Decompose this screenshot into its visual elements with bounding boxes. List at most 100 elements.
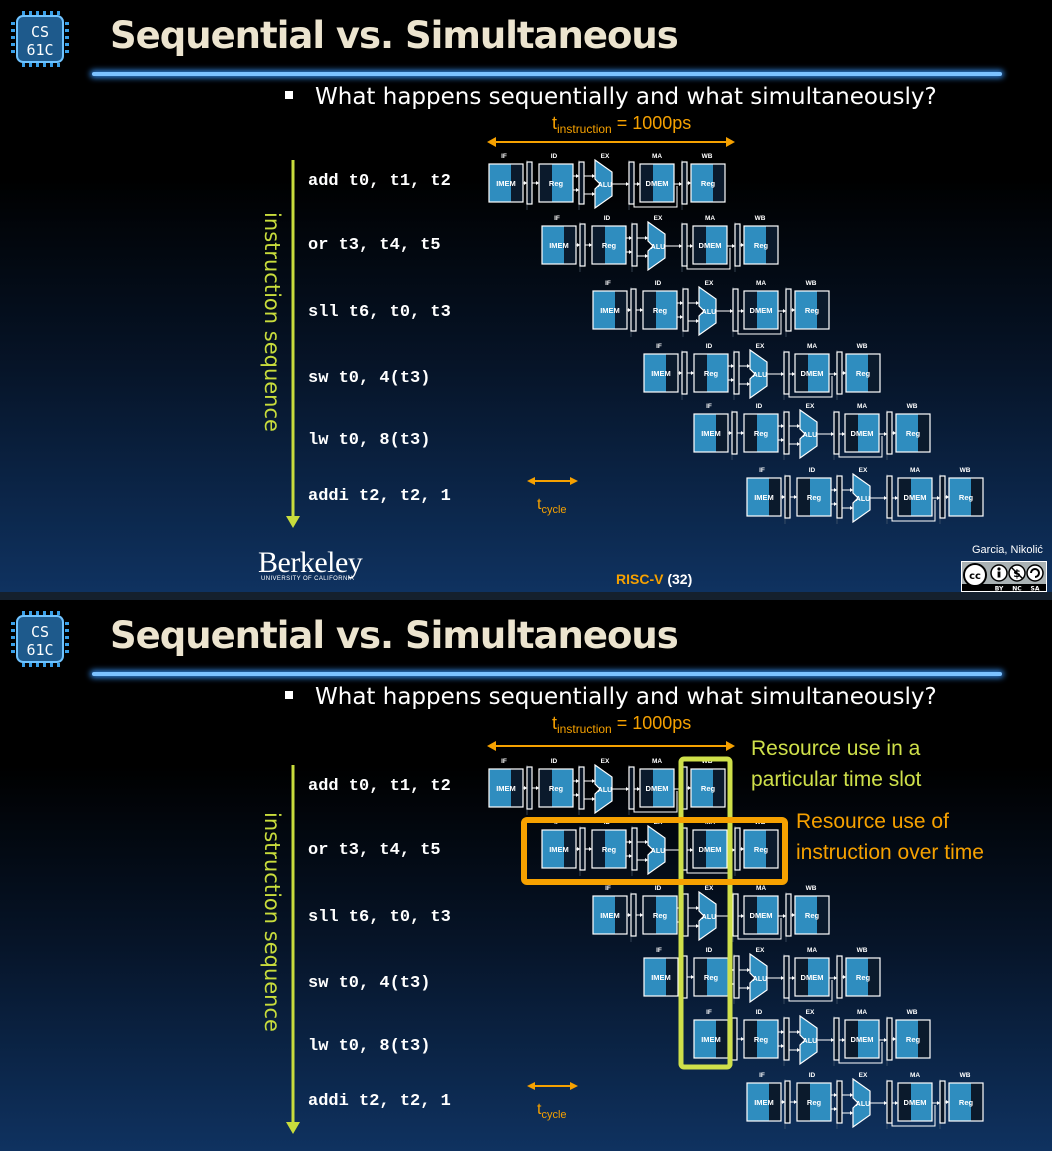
callout-line: Resource use in a — [751, 737, 921, 760]
bullet-text: What happens sequentially and what simul… — [315, 684, 937, 710]
time-slot-callout: Resource use in a particular time slot — [751, 733, 921, 795]
stage-label-ma: MA — [857, 1009, 867, 1016]
alu-label: ALU — [803, 432, 817, 439]
pipeline-row: IF ID EX MA WB IMEM Reg ALU DMEM Reg — [488, 153, 726, 210]
imem-unit-label: IMEM — [600, 911, 620, 920]
instruction-1: add t0, t1, t2 — [308, 172, 451, 191]
callout-line: instruction over time — [796, 841, 984, 864]
t-instruction-label: tinstruction = 1000ps — [552, 113, 691, 136]
pipeline-register — [886, 1017, 893, 1061]
alu-label: ALU — [702, 914, 716, 921]
pipeline-stages: IF ID EX MA WB IMEM Reg ALU DMEM Reg IF ID EX MA WB IME… — [488, 758, 984, 1129]
imem-unit-label: IMEM — [549, 241, 569, 250]
pipeline-register — [785, 288, 792, 332]
stage-label-if: IF — [706, 1009, 712, 1016]
bullet-item: What happens sequentially and what simul… — [285, 84, 937, 110]
reg-write-unit-label: Reg — [754, 241, 769, 250]
pipeline-register — [578, 766, 585, 810]
stage-label-if: IF — [501, 153, 507, 160]
stage-label-if: IF — [554, 215, 560, 222]
stage-label-if: IF — [605, 885, 611, 892]
pipeline-register — [682, 893, 689, 937]
reg-read-unit-label: Reg — [754, 1035, 769, 1044]
stage-label-id: ID — [551, 758, 558, 765]
alu-unit — [852, 472, 871, 524]
imem-unit-label: IMEM — [754, 1098, 774, 1107]
stage-label-if: IF — [605, 280, 611, 287]
reg-write-unit-label: Reg — [805, 911, 820, 920]
alu-unit — [698, 890, 717, 942]
stage-label-if: IF — [759, 1072, 765, 1079]
stage-label-ma: MA — [756, 885, 766, 892]
alu-label: ALU — [856, 496, 870, 503]
pipeline-register — [630, 288, 637, 332]
pipeline-row: IF ID EX MA WB IMEM Reg ALU DMEM Reg — [746, 1072, 984, 1129]
bullet-text: What happens sequentially and what simul… — [315, 84, 937, 110]
title-rule — [92, 72, 1002, 76]
pipeline-register — [784, 475, 791, 519]
dmem-unit-label: DMEM — [750, 911, 773, 920]
pipeline-register — [733, 955, 740, 999]
t-instruction-sub: instruction — [557, 722, 612, 736]
stage-label-wb: WB — [806, 280, 817, 287]
dmem-unit-label: DMEM — [801, 369, 824, 378]
t-cycle-sub: cycle — [541, 1109, 567, 1121]
reg-write-unit-label: Reg — [701, 784, 716, 793]
stage-label-ex: EX — [705, 280, 714, 287]
alu-unit — [698, 285, 717, 337]
pipeline-register — [785, 893, 792, 937]
stage-label-wb: WB — [907, 1009, 918, 1016]
cs61c-logo: CS 61C — [11, 611, 69, 667]
stage-label-wb: WB — [857, 343, 868, 350]
cc-nc: NC — [1012, 586, 1022, 593]
pipeline-diagram: IF ID EX MA WB IMEM Reg ALU DMEM Reg IF ID EX MA WB IME… — [286, 137, 984, 528]
reg-read-unit-label: Reg — [549, 179, 564, 188]
stage-label-id: ID — [551, 153, 558, 160]
pipeline-row: IF ID EX MA WB IMEM Reg ALU DMEM Reg — [746, 467, 984, 524]
stage-label-ex: EX — [654, 215, 663, 222]
pipeline-register — [681, 223, 688, 267]
pipeline-row: IF ID EX MA WB IMEM Reg ALU DMEM Reg — [592, 885, 830, 942]
pipeline-register — [783, 1017, 790, 1061]
pipeline-register — [526, 766, 533, 810]
cc-by: BY — [995, 586, 1004, 593]
pipeline-row: IF ID EX MA WB IMEM Reg ALU DMEM Reg — [693, 1009, 931, 1066]
pipeline-register — [783, 411, 790, 455]
dmem-unit-label: DMEM — [801, 973, 824, 982]
stage-label-id: ID — [756, 1009, 763, 1016]
stage-label-ex: EX — [859, 1072, 868, 1079]
reg-read-unit-label: Reg — [807, 1098, 822, 1107]
logo-line1: CS — [31, 623, 49, 641]
callout-line: particular time slot — [751, 768, 922, 791]
pipeline-register — [579, 223, 586, 267]
pipeline-register — [833, 1017, 840, 1061]
dmem-unit-label: DMEM — [646, 179, 669, 188]
alu-label: ALU — [598, 787, 612, 794]
sequence-arrow — [286, 160, 300, 528]
pipeline-register — [886, 475, 893, 519]
imem-unit-label: IMEM — [651, 369, 671, 378]
stage-label-wb: WB — [806, 885, 817, 892]
instruction-3: sll t6, t0, t3 — [308, 908, 451, 927]
pipeline-row: IF ID EX MA WB IMEM Reg ALU DMEM Reg — [643, 947, 881, 1004]
reg-read-unit-label: Reg — [704, 973, 719, 982]
imem-unit-label: IMEM — [549, 845, 569, 854]
t-symbol: t — [552, 713, 558, 733]
t-instruction-arrow — [487, 137, 735, 147]
reg-read-unit-label: Reg — [754, 429, 769, 438]
stage-label-ex: EX — [756, 343, 765, 350]
alu-label: ALU — [651, 848, 665, 855]
dmem-unit-label: DMEM — [699, 241, 722, 250]
slide-separator — [0, 592, 1052, 600]
pipeline-register — [631, 827, 638, 871]
pipeline-register — [734, 223, 741, 267]
stage-label-wb: WB — [960, 1072, 971, 1079]
alu-unit — [749, 952, 768, 1004]
stage-label-id: ID — [809, 1072, 816, 1079]
pipeline-row: IF ID EX MA WB IMEM Reg ALU DMEM Reg — [693, 403, 931, 460]
pipeline-register — [939, 475, 946, 519]
slide-2: CS 61C Sequential vs. Simultaneous What … — [0, 600, 1052, 1151]
pipeline-stages: IF ID EX MA WB IMEM Reg ALU DMEM Reg IF ID EX MA WB IME… — [488, 153, 984, 524]
pipeline-register — [682, 288, 689, 332]
reg-write-unit-label: Reg — [754, 845, 769, 854]
